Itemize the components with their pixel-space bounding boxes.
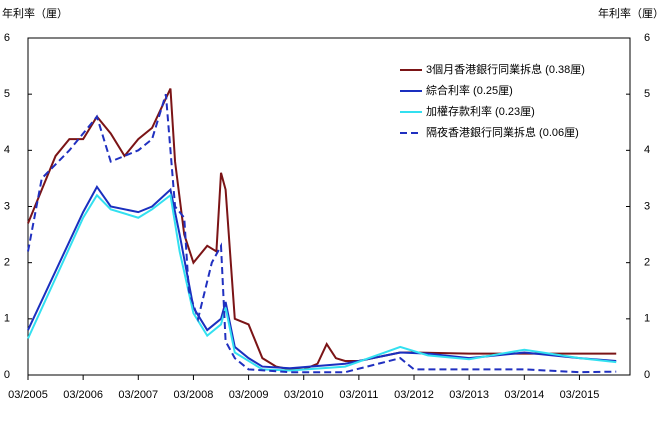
y2-tick-label: 3 xyxy=(644,200,650,212)
y2-tick-label: 6 xyxy=(644,32,650,44)
y-axis-label: 年利率（厘） xyxy=(2,6,68,20)
y2-tick-label: 5 xyxy=(644,88,650,100)
y2-axis-label: 年利率（厘） xyxy=(598,6,664,20)
y-tick-label: 6 xyxy=(4,32,10,44)
y2-tick-label: 1 xyxy=(644,313,650,325)
series-line xyxy=(27,193,617,372)
y-tick-label: 3 xyxy=(4,200,10,212)
y-tick-label: 1 xyxy=(4,313,10,325)
x-tick-label: 03/2007 xyxy=(118,389,158,401)
x-tick-label: 03/2012 xyxy=(394,389,434,401)
legend-label: 隔夜香港銀行同業拆息 (0.06厘) xyxy=(426,125,579,139)
legend-label: 3個月香港銀行同業拆息 (0.38厘) xyxy=(426,62,585,76)
legend-label: 綜合利率 (0.25厘) xyxy=(426,83,513,97)
x-tick-label: 03/2015 xyxy=(560,389,600,401)
x-tick-label: 03/2011 xyxy=(339,389,378,401)
x-tick-label: 03/2013 xyxy=(449,389,489,401)
x-tick-label: 03/2005 xyxy=(8,389,48,401)
x-tick-label: 03/2014 xyxy=(504,389,544,401)
x-tick-label: 03/2009 xyxy=(229,389,269,401)
x-tick-label: 03/2010 xyxy=(284,389,324,401)
y-tick-label: 2 xyxy=(4,257,10,269)
y-tick-label: 5 xyxy=(4,88,10,100)
x-tick-label: 03/2008 xyxy=(174,389,214,401)
y2-tick-label: 0 xyxy=(644,369,650,381)
plot-frame xyxy=(27,37,631,376)
y2-tick-label: 2 xyxy=(644,257,650,269)
legend-label: 加權存款利率 (0.23厘) xyxy=(426,104,535,118)
series-line xyxy=(27,184,617,370)
y-tick-label: 0 xyxy=(4,369,10,381)
series-line xyxy=(27,93,617,374)
x-tick-label: 03/2006 xyxy=(63,389,103,401)
y2-tick-label: 4 xyxy=(644,144,650,156)
y-tick-label: 4 xyxy=(4,144,10,156)
